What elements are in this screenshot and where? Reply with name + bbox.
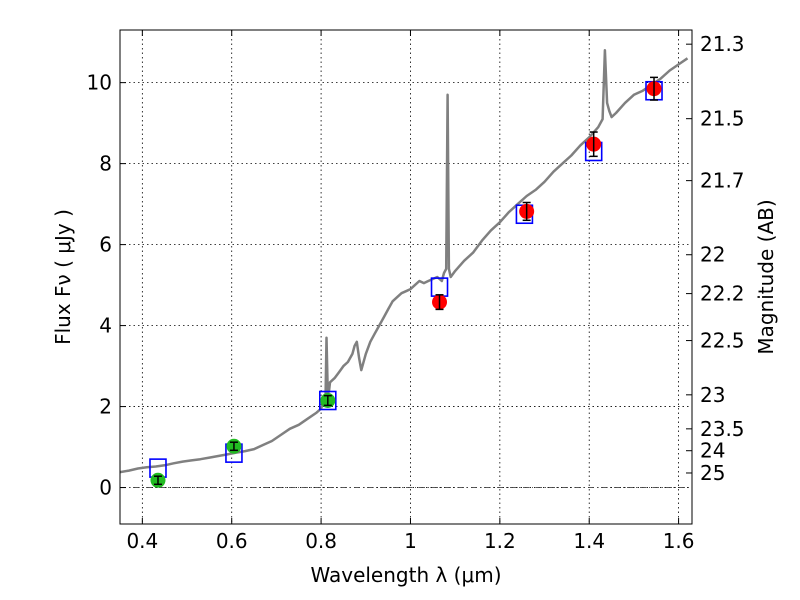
right-tick-label: 21.5 (700, 107, 745, 131)
model-photometry-marker (430, 277, 449, 297)
x-axis-label: Wavelength λ (μm) (310, 563, 501, 587)
plot-frame (119, 29, 693, 525)
right-tick-label: 22.5 (700, 329, 745, 353)
y-tick-label: 8 (99, 152, 112, 176)
axes: 0.4 0.6 0.8 1 1.2 1.4 1.6024681021.321.521.722… (87, 30, 745, 553)
y-tick-label: 2 (99, 395, 112, 419)
y-axis-label-right: Magnitude (AB) (754, 199, 778, 354)
x-tick-label: 1 (404, 529, 417, 553)
x-tick-label: 1.6 (663, 529, 695, 553)
model-photometry-marker (318, 390, 337, 411)
x-tick-label: 0.4 (126, 529, 158, 553)
right-tick-label: 23.5 (700, 417, 745, 441)
x-tick-label: 0.6 (216, 529, 248, 553)
spectrum-line (120, 48, 689, 474)
x-tick-label: 1.4 (573, 529, 605, 553)
y-axis-label-left: Flux Fν ( μJy ) (51, 209, 75, 345)
y-tick-label: 10 (87, 71, 112, 95)
y-tick-label: 0 (99, 476, 112, 500)
plot-area (120, 48, 689, 488)
right-tick-label: 25 (700, 461, 725, 485)
right-tick-label: 23 (700, 383, 725, 407)
right-tick-label: 21.7 (700, 169, 745, 193)
x-tick-label: 0.8 (305, 529, 337, 553)
x-tick-label: 1.2 (484, 529, 516, 553)
y-tick-label: 6 (99, 233, 112, 257)
right-tick-label: 22 (700, 243, 725, 267)
right-tick-label: 24 (700, 439, 725, 463)
y-tick-label: 4 (99, 314, 112, 338)
right-tick-label: 22.2 (700, 282, 745, 306)
right-tick-label: 21.3 (700, 32, 745, 56)
